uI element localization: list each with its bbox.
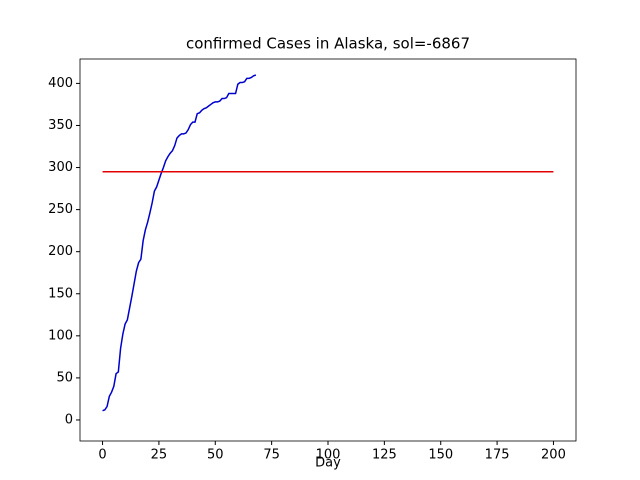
y-tick-label: 50	[56, 370, 73, 385]
x-tick-label: 125	[372, 448, 397, 463]
y-tick-label: 150	[48, 286, 73, 301]
y-tick-label: 200	[48, 244, 73, 259]
y-tick-label: 250	[48, 202, 73, 217]
y-tick-label: 400	[48, 76, 73, 91]
x-axis-label: Day	[315, 456, 341, 471]
x-tick-label: 0	[98, 448, 106, 463]
x-tick-label: 25	[151, 448, 168, 463]
x-tick-label: 200	[541, 448, 566, 463]
x-tick-label: 75	[263, 448, 280, 463]
x-tick-label: 50	[207, 448, 224, 463]
data-line	[102, 74, 257, 412]
y-tick-label: 0	[65, 412, 73, 427]
x-tick-label: 175	[485, 448, 510, 463]
x-tick-label: 100	[316, 448, 341, 463]
plot-area	[80, 59, 576, 441]
y-tick-label: 300	[48, 160, 73, 175]
y-tick-label: 350	[48, 118, 73, 133]
x-tick-label: 150	[428, 448, 453, 463]
y-tick-label: 100	[48, 328, 73, 343]
axes-frame	[79, 58, 577, 442]
chart-title: confirmed Cases in Alaska, sol=-6867	[186, 35, 470, 53]
